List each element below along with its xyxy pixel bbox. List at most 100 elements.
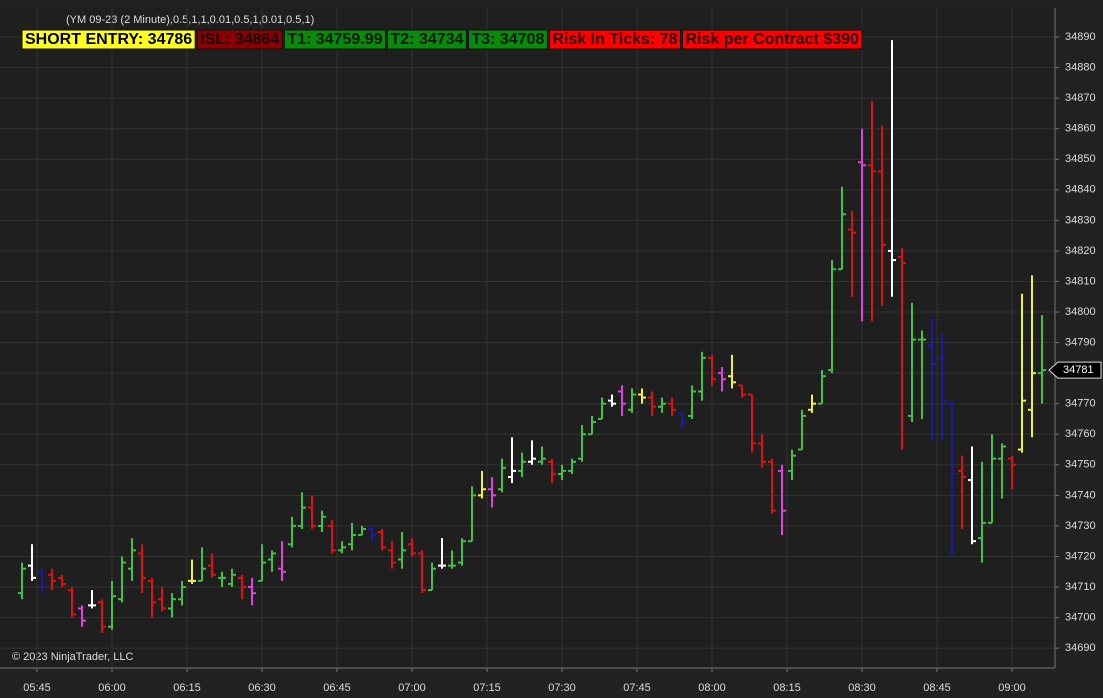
ohlc-bar xyxy=(348,522,356,551)
x-tick-label: 05:45 xyxy=(23,682,51,694)
ohlc-bar xyxy=(878,125,886,306)
ohlc-bar xyxy=(248,577,256,606)
ohlc-bar xyxy=(708,354,716,386)
ohlc-bar xyxy=(48,568,56,591)
ohlc-bar xyxy=(838,186,846,271)
ohlc-bar xyxy=(398,532,406,569)
ohlc-bar xyxy=(298,492,306,529)
x-tick-label: 06:45 xyxy=(323,682,351,694)
ohlc-bar xyxy=(808,394,816,413)
ohlc-bar xyxy=(68,587,76,618)
ohlc-bar xyxy=(188,559,196,584)
ohlc-bar xyxy=(38,568,46,594)
y-tick-label: 34800 xyxy=(1065,306,1096,318)
ohlc-bar xyxy=(748,393,756,453)
ohlc-bar xyxy=(1008,455,1016,490)
y-tick-label: 34840 xyxy=(1065,184,1096,196)
ohlc-bar xyxy=(548,458,556,484)
ohlc-bar xyxy=(78,605,86,627)
x-tick-label: 08:00 xyxy=(698,682,726,694)
ohlc-bar xyxy=(58,574,66,588)
ohlc-bar xyxy=(338,541,346,554)
ohlc-bar xyxy=(458,538,466,566)
y-tick-label: 34870 xyxy=(1065,92,1096,104)
ohlc-bar xyxy=(798,409,806,451)
y-tick-label: 34710 xyxy=(1065,581,1096,593)
ohlc-bar xyxy=(278,541,286,581)
ohlc-bar xyxy=(468,486,476,543)
y-tick-label: 34890 xyxy=(1065,31,1096,43)
ohlc-bar xyxy=(678,411,686,429)
annotation-box xyxy=(681,29,863,50)
ohlc-bar xyxy=(288,516,296,548)
ohlc-bar xyxy=(258,544,266,582)
ohlc-bar xyxy=(1018,293,1026,453)
ohlc-bar xyxy=(978,461,986,563)
annotation-text: SHORT ENTRY: 34786 xyxy=(25,31,192,48)
ohlc-bar xyxy=(768,458,776,514)
y-tick-label: 34740 xyxy=(1065,489,1096,501)
ohlc-bar xyxy=(358,525,366,537)
ohlc-bar xyxy=(578,425,586,462)
annotation-box xyxy=(283,29,386,50)
ohlc-bar xyxy=(568,458,576,474)
y-tick-label: 34860 xyxy=(1065,123,1096,135)
ohlc-bar xyxy=(228,568,236,588)
ohlc-bar xyxy=(738,384,746,398)
ohlc-bar xyxy=(448,550,456,569)
x-tick-label: 06:15 xyxy=(173,682,201,694)
ohlc-bar xyxy=(848,211,856,297)
y-tick-label: 34880 xyxy=(1065,61,1096,73)
x-tick-label: 07:00 xyxy=(398,682,426,694)
annotation-text: Risk In Ticks: 78 xyxy=(552,31,677,48)
ohlc-bar xyxy=(778,464,786,536)
ohlc-bar xyxy=(558,464,566,481)
y-tick-label: 34850 xyxy=(1065,153,1096,165)
ohlc-bar xyxy=(868,101,876,322)
x-tick-label: 08:45 xyxy=(923,682,951,694)
ohlc-bar xyxy=(758,434,766,468)
ohlc-bar xyxy=(828,260,836,374)
ohlc-bar xyxy=(898,247,906,450)
y-tick-label: 34770 xyxy=(1065,398,1096,410)
x-tick-label: 07:15 xyxy=(473,682,501,694)
y-tick-label: 34790 xyxy=(1065,336,1096,348)
ohlc-bar xyxy=(668,397,676,416)
ohlc-bar xyxy=(818,370,826,405)
y-tick-label: 34730 xyxy=(1065,520,1096,532)
ohlc-bar xyxy=(388,541,396,569)
ohlc-bar xyxy=(238,574,246,600)
ohlc-bar xyxy=(858,128,866,322)
x-tick-label: 09:00 xyxy=(998,682,1026,694)
ohlc-bar xyxy=(888,40,896,297)
y-tick-label: 34810 xyxy=(1065,275,1096,287)
ohlc-bar xyxy=(988,434,996,524)
ohlc-bar xyxy=(628,388,636,413)
ohlc-bar xyxy=(728,354,736,389)
ohlc-bar xyxy=(608,394,616,407)
ohlc-bar xyxy=(18,562,26,600)
annotation-text: ISL: 34864 xyxy=(200,31,279,48)
ohlc-bar xyxy=(138,544,146,594)
ohlc-bar xyxy=(198,547,206,582)
annotation-text: T3: 34708 xyxy=(471,31,544,48)
ohlc-bar xyxy=(698,351,706,401)
ohlc-bar xyxy=(718,367,726,392)
ohlc-bar xyxy=(118,556,126,603)
ohlc-bar xyxy=(128,538,136,581)
ohlc-bar xyxy=(418,550,426,594)
ohlc-bar xyxy=(958,455,966,529)
chart-title: (YM 09-23 (2 Minute),0.5,1,1,0.01,0.5,1,… xyxy=(66,14,314,26)
ohlc-bar xyxy=(948,400,956,557)
ohlc-bar xyxy=(638,388,646,404)
ohlc-bar xyxy=(528,440,536,465)
ohlc-bar xyxy=(968,446,976,545)
ohlc-bar xyxy=(318,510,326,533)
ohlc-bar xyxy=(168,593,176,618)
ohlc-bar xyxy=(618,385,626,416)
ohlc-bar xyxy=(508,437,516,484)
annotation-box xyxy=(21,29,196,50)
y-tick-label: 34760 xyxy=(1065,428,1096,440)
ohlc-bar xyxy=(498,458,506,493)
ohlc-bar xyxy=(268,550,276,572)
